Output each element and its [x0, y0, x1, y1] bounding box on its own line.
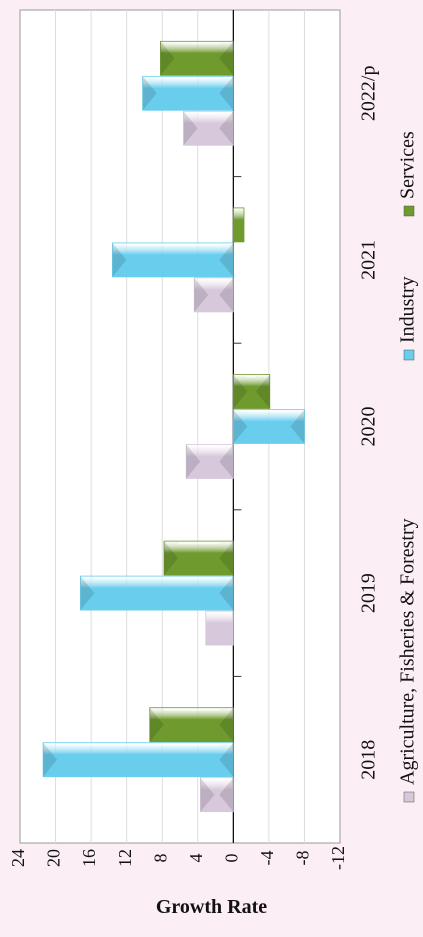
y-tick-label: -12	[328, 846, 348, 870]
bar-2021-series-1	[112, 242, 234, 278]
bar-2019-series-1	[80, 575, 234, 611]
bar-2018-series-0	[200, 777, 234, 813]
bar-bevel	[219, 111, 234, 146]
bar-bevel	[219, 444, 234, 479]
bar-bevel	[219, 742, 234, 777]
bar-bevel	[200, 777, 215, 812]
y-tick-label: 4	[186, 854, 206, 863]
category-label-2019: 2019	[358, 573, 380, 613]
legend-swatch-1	[403, 349, 415, 361]
legend-swatch-0	[403, 791, 415, 803]
y-tick-label: 16	[79, 849, 99, 867]
y-tick-label: -8	[293, 851, 313, 866]
legend-swatch-2	[403, 205, 415, 217]
bar-2020-series-0	[185, 444, 234, 479]
category-label-2022/p: 2022/p	[358, 66, 380, 122]
legend-label-0: Agriculture, Fisheries & Forestry	[397, 518, 419, 785]
legend-label-1: Industry	[397, 276, 419, 343]
y-tick-label: 24	[8, 849, 28, 867]
bar-2018-series-1	[42, 742, 234, 778]
bar-bevel	[219, 76, 234, 111]
bar-bevel	[219, 576, 234, 611]
y-tick-label: 12	[115, 849, 135, 867]
bar-2022/p-series-2	[160, 40, 234, 76]
bar-bevel	[80, 576, 95, 611]
bar-bevel	[160, 41, 175, 76]
category-label-2020: 2020	[358, 407, 380, 447]
bar-bevel	[183, 111, 198, 146]
bar-bevel	[219, 777, 234, 812]
bar-2022/p-series-0	[183, 110, 234, 146]
bar-bevel	[233, 374, 248, 409]
bar-2022/p-series-1	[142, 75, 234, 111]
bar-bevel	[219, 41, 234, 76]
bar-bevel	[194, 277, 209, 312]
y-tick-label: 0	[221, 854, 241, 863]
bar-bevel	[290, 409, 305, 444]
bar-2019-series-2	[163, 540, 234, 576]
bar-bevel	[219, 242, 234, 277]
category-label-2021: 2021	[358, 240, 380, 280]
bar-2021-series-0	[193, 277, 234, 313]
legend-label-2: Services	[397, 131, 419, 199]
bar-bevel	[142, 76, 157, 111]
y-tick-label: 20	[44, 849, 64, 867]
bar-bevel	[112, 242, 127, 277]
bar-bevel	[219, 707, 234, 742]
bar-bevel	[219, 541, 234, 576]
bar-bevel	[43, 742, 58, 777]
y-axis-title: Growth Rate	[155, 896, 268, 918]
bar-bevel	[219, 277, 234, 312]
y-tick-label: -4	[257, 851, 277, 866]
bar-2020-series-2	[232, 374, 271, 409]
bar-bevel	[255, 374, 270, 409]
category-label-2018: 2018	[358, 740, 380, 780]
bar-2020-series-1	[232, 409, 305, 444]
bar-2021-series-2	[232, 207, 245, 243]
bar-bevel	[233, 409, 248, 444]
bar-bevel	[186, 444, 201, 479]
bar-bevel	[164, 541, 178, 576]
y-tick-label: 8	[150, 854, 170, 863]
bar-2018-series-2	[149, 707, 234, 743]
bar-2019-series-0	[205, 610, 234, 646]
bar-bevel	[149, 707, 164, 742]
